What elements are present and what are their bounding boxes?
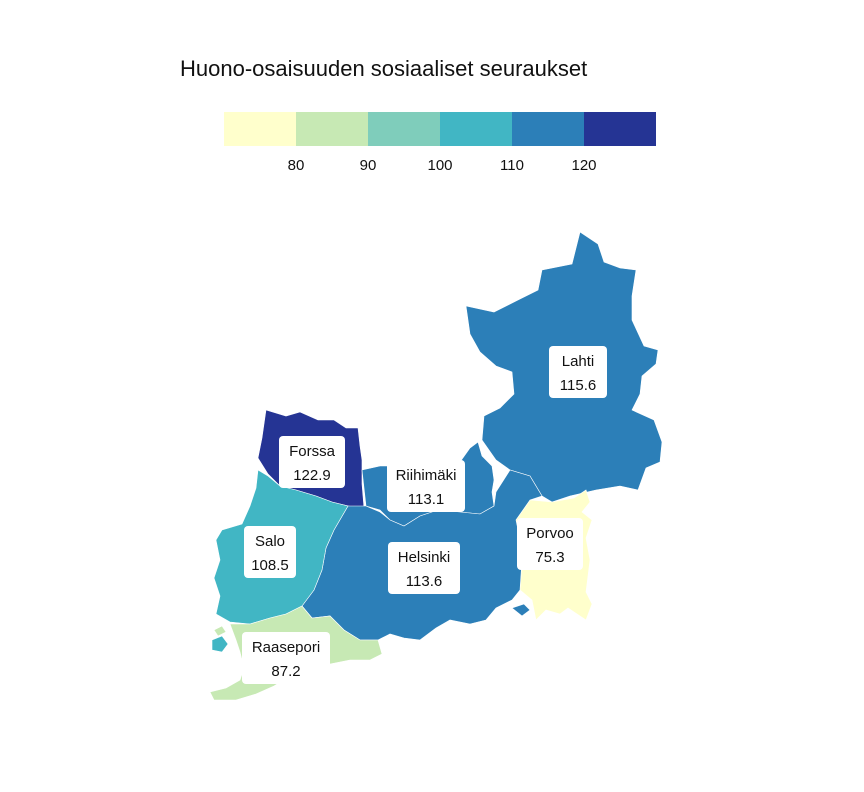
region-name: Salo — [255, 533, 285, 550]
label-box — [549, 346, 607, 398]
region-label: Raasepori 87.2 — [242, 632, 330, 684]
legend-swatch — [224, 112, 296, 146]
region-label: Forssa 122.9 — [279, 436, 345, 488]
label-box — [388, 542, 460, 594]
region-name: Forssa — [289, 443, 336, 460]
label-box — [279, 436, 345, 488]
region-value: 113.1 — [408, 491, 444, 508]
island-porvoo-east — [511, 603, 531, 617]
legend-swatch — [440, 112, 512, 146]
region-label: Porvoo 75.3 — [517, 518, 583, 570]
legend-tick-label: 90 — [360, 157, 377, 174]
legend-swatch — [296, 112, 368, 146]
legend-tick-label: 110 — [500, 157, 524, 174]
region-name: Riihimäki — [396, 467, 457, 484]
color-legend: 80 90 100 110 120 — [224, 112, 656, 174]
legend-tick-label: 100 — [427, 157, 452, 174]
label-box — [387, 460, 465, 512]
region-value: 87.2 — [271, 663, 300, 680]
legend-swatch — [512, 112, 584, 146]
region-label: Helsinki 113.6 — [388, 542, 460, 594]
label-box — [242, 632, 330, 684]
region-name: Helsinki — [398, 549, 451, 566]
legend-tick-label: 120 — [571, 157, 596, 174]
label-box — [517, 518, 583, 570]
region-name: Porvoo — [526, 525, 574, 542]
region-name: Lahti — [562, 353, 595, 370]
map-title: Huono-osaisuuden sosiaaliset seuraukset — [180, 56, 588, 81]
legend-swatch — [368, 112, 440, 146]
island-raasepori-west — [213, 625, 227, 637]
region-label: Lahti 115.6 — [549, 346, 607, 398]
region-name: Raasepori — [252, 639, 320, 656]
region-value: 75.3 — [535, 549, 564, 566]
region-label: Salo 108.5 — [244, 526, 296, 578]
legend-swatch — [584, 112, 656, 146]
label-box — [244, 526, 296, 578]
region-value: 113.6 — [406, 573, 442, 590]
region-salo-island — [211, 635, 229, 653]
legend-tick-label: 80 — [288, 157, 305, 174]
region-value: 108.5 — [251, 557, 289, 574]
region-value: 115.6 — [560, 377, 596, 394]
region-value: 122.9 — [293, 467, 331, 484]
region-label: Riihimäki 113.1 — [387, 460, 465, 512]
